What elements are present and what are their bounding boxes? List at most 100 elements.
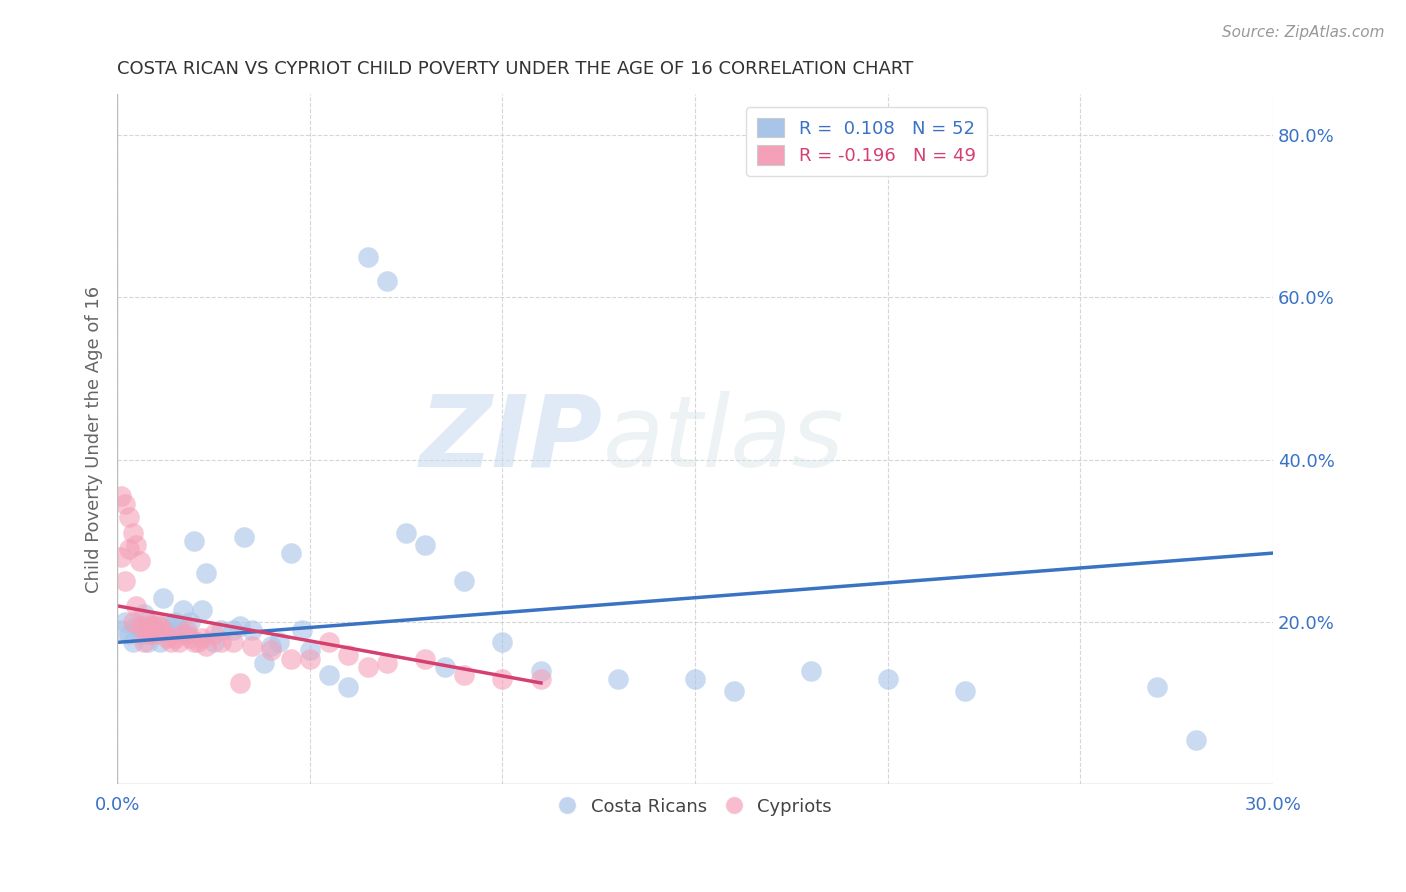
Point [191,603,214,617]
Point [194,566,217,581]
Point [179,632,201,646]
Point [233,530,256,544]
Point [145,627,167,641]
Point [160,619,183,633]
Point [298,651,321,665]
Point [356,250,378,264]
Point [415,538,437,552]
Point [125,538,148,552]
Point [118,627,141,641]
Point [530,664,553,678]
Point [125,619,148,633]
Point [172,627,194,641]
Point [167,635,190,649]
Point [318,668,340,682]
Point [129,627,152,641]
Point [134,619,156,633]
Point [156,619,179,633]
Point [121,615,143,629]
Point [683,672,706,686]
Point [141,619,163,633]
Point [876,672,898,686]
Point [129,619,152,633]
Point [136,615,159,629]
Point [337,648,360,662]
Point [395,525,418,540]
Point [375,274,398,288]
Point [134,635,156,649]
Point [800,664,823,678]
Text: Source: ZipAtlas.com: Source: ZipAtlas.com [1222,25,1385,40]
Y-axis label: Child Poverty Under the Age of 16: Child Poverty Under the Age of 16 [86,285,103,593]
Point [291,623,314,637]
Point [176,627,198,641]
Point [114,615,136,629]
Point [240,640,263,654]
Point [953,684,976,698]
Point [125,599,148,613]
Point [229,619,252,633]
Point [260,640,283,654]
Point [491,672,513,686]
Point [530,672,553,686]
Point [141,619,163,633]
Point [163,632,186,646]
Point [134,607,156,621]
Point [160,635,183,649]
Text: atlas: atlas [603,391,844,488]
Point [252,656,274,670]
Text: COSTA RICAN VS CYPRIOT CHILD POVERTY UNDER THE AGE OF 16 CORRELATION CHART: COSTA RICAN VS CYPRIOT CHILD POVERTY UND… [117,60,914,78]
Point [121,525,143,540]
Point [145,615,167,629]
Point [148,619,170,633]
Point [121,635,143,649]
Point [114,574,136,589]
Text: ZIP: ZIP [419,391,603,488]
Point [1185,732,1208,747]
Point [187,635,209,649]
Point [229,676,252,690]
Point [145,619,167,633]
Legend: Costa Ricans, Cypriots: Costa Ricans, Cypriots [551,791,839,823]
Point [415,651,437,665]
Point [1146,680,1168,694]
Point [260,643,283,657]
Point [114,497,136,511]
Point [156,632,179,646]
Point [110,489,132,503]
Point [179,615,201,629]
Point [194,640,217,654]
Point [163,615,186,629]
Point [129,554,152,568]
Point [183,635,205,649]
Point [209,623,232,637]
Point [152,591,174,605]
Point [110,623,132,637]
Point [491,635,513,649]
Point [356,659,378,673]
Point [167,619,190,633]
Point [298,643,321,657]
Point [433,659,456,673]
Point [202,635,225,649]
Point [607,672,630,686]
Point [375,656,398,670]
Point [222,635,245,649]
Point [453,668,475,682]
Point [148,635,170,649]
Point [191,632,214,646]
Point [723,684,745,698]
Point [453,574,475,589]
Point [183,533,205,548]
Point [152,623,174,637]
Point [280,546,302,560]
Point [222,623,245,637]
Point [337,680,360,694]
Point [318,635,340,649]
Point [136,627,159,641]
Point [202,627,225,641]
Point [240,623,263,637]
Point [280,651,302,665]
Point [110,550,132,565]
Point [267,635,290,649]
